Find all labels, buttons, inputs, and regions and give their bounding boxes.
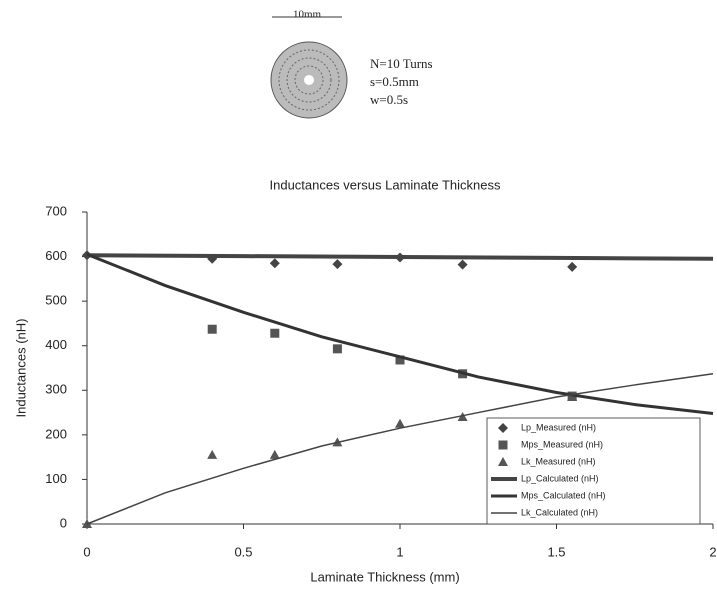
series-line — [87, 255, 713, 259]
y-tick-label: 200 — [45, 426, 67, 441]
y-axis-label: Inductances (nH) — [13, 319, 28, 418]
x-tick-label: 0.5 — [234, 544, 252, 559]
legend-label: Lk_Measured (nH) — [521, 456, 596, 466]
point — [270, 258, 280, 268]
coil-label: N=10 Turns — [370, 56, 433, 71]
point — [567, 262, 577, 272]
series-line — [87, 254, 713, 413]
point — [270, 329, 279, 338]
point — [333, 344, 342, 353]
point — [208, 325, 217, 334]
y-tick-label: 100 — [45, 471, 67, 486]
y-tick-label: 400 — [45, 337, 67, 352]
coil-label: w=0.5s — [370, 92, 408, 107]
legend-label: Mps_Measured (nH) — [521, 439, 603, 449]
x-tick-label: 0 — [83, 544, 90, 559]
legend-label: Lk_Calculated (nH) — [521, 507, 598, 517]
point — [270, 450, 280, 459]
point — [332, 259, 342, 269]
coil-center — [304, 75, 314, 85]
legend-label: Lp_Calculated (nH) — [521, 473, 599, 483]
point — [395, 419, 405, 428]
chart-title: Inductances versus Laminate Thickness — [270, 177, 501, 192]
y-tick-label: 700 — [45, 203, 67, 218]
y-tick-label: 300 — [45, 382, 67, 397]
x-tick-label: 1 — [396, 544, 403, 559]
legend-label: Lp_Measured (nH) — [521, 422, 596, 432]
page: 10mm N=10 Turns s=0.5mm w=0.5s Inductanc… — [0, 0, 717, 591]
point — [458, 260, 468, 270]
y-tick-label: 600 — [45, 248, 67, 263]
scale-label: 10mm — [293, 9, 322, 21]
legend-label: Mps_Calculated (nH) — [521, 490, 606, 500]
point — [499, 441, 508, 450]
coil-label: s=0.5mm — [370, 74, 419, 89]
y-tick-label: 0 — [60, 515, 67, 530]
coil-diagram: 10mm N=10 Turns s=0.5mm w=0.5s — [271, 9, 433, 118]
x-axis-label: Laminate Thickness (mm) — [310, 569, 459, 584]
point — [207, 450, 217, 459]
x-tick-label: 2 — [709, 544, 716, 559]
x-tick-label: 1.5 — [547, 544, 565, 559]
y-tick-label: 500 — [45, 293, 67, 308]
